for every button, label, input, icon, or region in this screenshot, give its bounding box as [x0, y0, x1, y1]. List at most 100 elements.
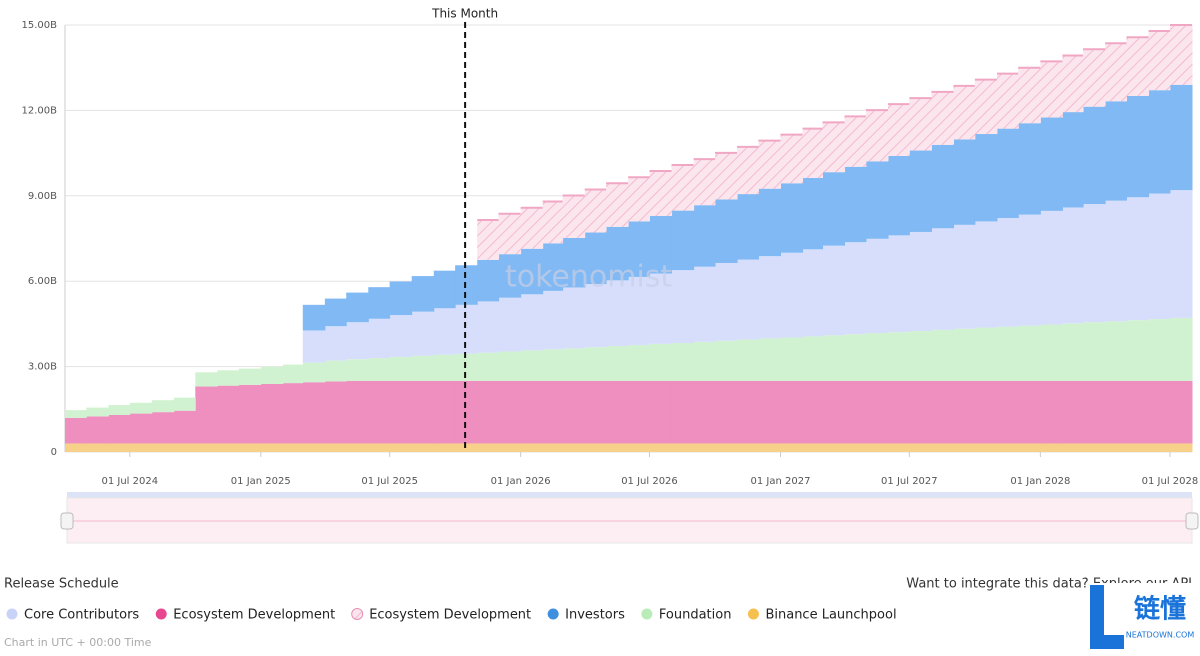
area-step [931, 443, 955, 452]
area-step [865, 380, 889, 444]
area-step [498, 254, 522, 298]
legend-swatch [747, 608, 759, 620]
area-step [389, 315, 413, 357]
area-step [758, 338, 781, 381]
area-step [1062, 55, 1084, 113]
area-step [389, 380, 413, 444]
y-tick-label: 0 [51, 447, 57, 458]
area-step [65, 410, 87, 418]
area-step [411, 380, 435, 444]
legend-swatch [155, 608, 167, 620]
area-step [584, 347, 607, 381]
area-step [302, 382, 326, 444]
area-step [1105, 443, 1128, 452]
area-step [238, 384, 262, 444]
area-step [693, 380, 716, 444]
area-step [260, 366, 284, 384]
area-step [909, 150, 932, 232]
area-step [151, 443, 175, 452]
area-step [1062, 112, 1084, 208]
area-step [1148, 193, 1171, 320]
area-step [606, 183, 629, 227]
area-step [737, 194, 759, 260]
area-step [584, 443, 607, 452]
area-step [737, 146, 759, 195]
navigator-handle[interactable] [1185, 512, 1199, 530]
area-step [649, 171, 673, 217]
area-step [520, 207, 544, 249]
area-step [822, 335, 846, 381]
legend-label: Ecosystem Development [173, 608, 335, 623]
area-step [909, 380, 932, 444]
area-step [953, 328, 976, 381]
area-step [324, 443, 347, 452]
area-step [562, 287, 586, 349]
area-step [1062, 323, 1084, 381]
logo-sub: NEATDOWN.COM [1126, 631, 1195, 640]
area-step [1083, 322, 1106, 381]
area-step [996, 443, 1019, 452]
area-step [953, 85, 976, 140]
area-step [433, 443, 456, 452]
area-step [195, 386, 218, 444]
area-step [282, 383, 304, 444]
x-tick-label: 01 Jul 2028 [1142, 476, 1199, 487]
area-step [953, 139, 976, 225]
y-tick-label: 15.00B [22, 20, 58, 31]
logo-text: 链懂 [1134, 594, 1186, 625]
section-title: Release Schedule [4, 577, 119, 592]
area-step [909, 231, 932, 332]
area-step [758, 188, 781, 257]
area-step [865, 443, 889, 452]
area-step [1062, 207, 1084, 324]
area-step [520, 248, 544, 295]
area-step [1083, 380, 1106, 444]
area-step [737, 339, 759, 381]
area-step [822, 122, 846, 173]
area-step [65, 417, 87, 444]
area-step [671, 210, 695, 271]
area-step [455, 443, 478, 452]
area-step [1018, 443, 1041, 452]
area-step [715, 262, 738, 341]
area-step [1040, 117, 1063, 211]
area-step [715, 380, 738, 444]
area-step [302, 443, 326, 452]
area-step [455, 304, 478, 354]
area-step [217, 443, 240, 452]
navigator-handle[interactable] [60, 512, 74, 530]
area-step [844, 443, 867, 452]
area-step [628, 443, 651, 452]
area-step [498, 297, 522, 352]
area-step [1083, 443, 1106, 452]
area-step [433, 354, 456, 381]
area-step [1148, 90, 1171, 194]
logo-mark [1090, 585, 1124, 649]
area-step [65, 443, 87, 452]
legend-swatch [641, 608, 653, 620]
area-step [477, 259, 500, 302]
area-step [715, 443, 738, 452]
area-step [368, 318, 391, 359]
area-step [628, 380, 651, 444]
area-step [606, 346, 629, 381]
area-step [324, 326, 347, 361]
area-step [433, 270, 456, 309]
area-step [1148, 319, 1171, 381]
legend-label: Foundation [659, 608, 732, 623]
area-step [802, 249, 824, 337]
area-step [628, 344, 651, 381]
area-step [606, 280, 629, 347]
area-step [389, 356, 413, 381]
area-step [888, 332, 910, 381]
area-step [1148, 30, 1171, 91]
area-step [909, 331, 932, 381]
area-step [151, 400, 175, 413]
area-step [238, 443, 262, 452]
area-step [974, 134, 998, 222]
area-step [411, 355, 435, 381]
area-step [411, 443, 435, 452]
area-step [260, 383, 284, 444]
area-step [844, 334, 867, 381]
